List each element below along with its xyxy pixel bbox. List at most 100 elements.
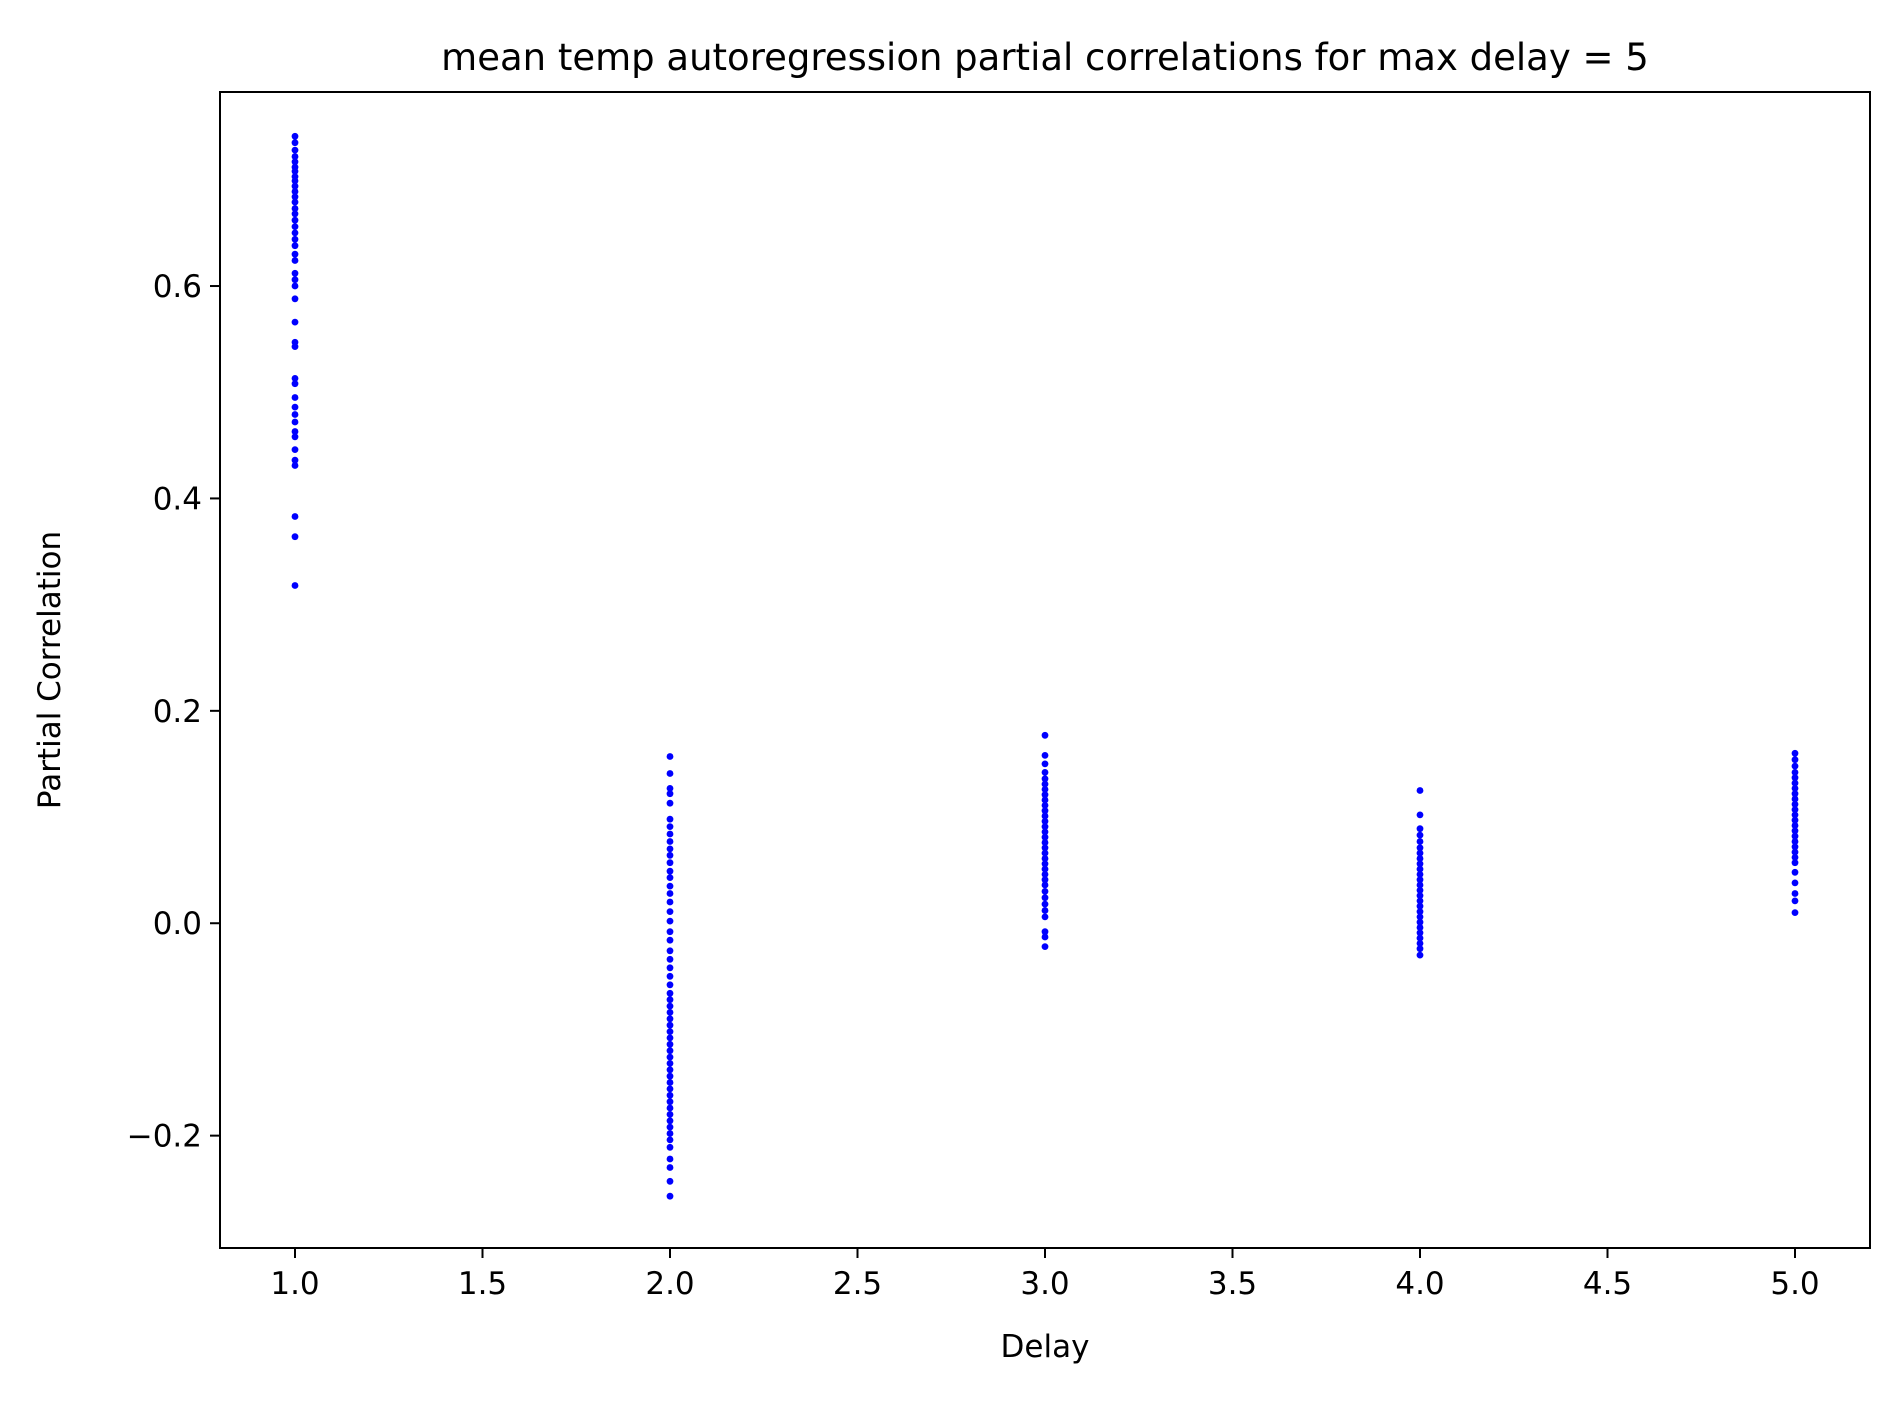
data-point <box>1791 806 1799 813</box>
data-point <box>666 955 674 963</box>
data-point <box>1041 786 1049 793</box>
data-point <box>1791 756 1799 764</box>
data-point <box>1791 890 1799 897</box>
data-point <box>291 182 299 190</box>
data-point <box>666 928 674 936</box>
data-point <box>666 823 674 830</box>
data-point <box>666 996 674 1004</box>
y-tick-label: 0.0 <box>153 906 202 942</box>
data-point <box>1041 888 1049 895</box>
data-point <box>291 269 299 277</box>
data-point <box>1041 828 1049 836</box>
data-point <box>666 845 674 853</box>
data-point <box>666 1155 674 1163</box>
data-point <box>1041 907 1049 914</box>
data-point <box>291 403 299 411</box>
data-point <box>291 146 299 154</box>
data-point <box>1791 822 1799 829</box>
x-tick-label: 4.0 <box>1395 1266 1444 1302</box>
x-tick-label: 1.5 <box>458 1266 507 1302</box>
data-point <box>1416 881 1424 889</box>
data-point <box>1041 871 1049 878</box>
data-point <box>291 188 299 195</box>
data-point <box>1041 933 1049 941</box>
data-point <box>1041 894 1049 902</box>
data-point <box>291 582 299 589</box>
data-point <box>666 859 674 867</box>
data-point <box>666 1079 674 1086</box>
data-point <box>1791 827 1799 835</box>
data-point <box>1041 849 1049 857</box>
data-point <box>666 838 674 845</box>
x-tick-label: 3.5 <box>1208 1266 1257 1302</box>
data-point <box>666 799 674 807</box>
data-point <box>666 1091 674 1099</box>
data-point <box>1416 849 1424 857</box>
data-point <box>666 851 674 859</box>
data-point <box>291 167 299 175</box>
data-point <box>666 1028 674 1035</box>
data-point <box>291 295 299 303</box>
data-point <box>1791 769 1799 776</box>
data-point <box>1791 790 1799 798</box>
y-tick-label: 0.2 <box>153 694 202 730</box>
data-point <box>666 1053 674 1061</box>
data-point <box>291 343 299 350</box>
data-point <box>291 318 299 326</box>
data-point <box>1041 752 1049 759</box>
data-point <box>666 882 674 890</box>
data-point <box>1041 791 1049 799</box>
data-point <box>1041 865 1049 873</box>
data-point <box>666 1066 674 1074</box>
data-point <box>666 867 674 875</box>
data-point <box>666 1034 674 1042</box>
data-point <box>1041 780 1049 788</box>
x-axis-ticks: 1.0 1.5 2.0 2.5 3.0 3.5 4.0 4.5 5.0 <box>270 1248 1820 1302</box>
data-point <box>1041 823 1049 830</box>
data-point <box>666 964 674 972</box>
data-point <box>666 898 674 906</box>
data-point <box>1416 831 1424 839</box>
data-point <box>1416 838 1424 845</box>
data-point <box>666 1143 674 1151</box>
data-point <box>1416 811 1424 819</box>
data-point <box>666 770 674 777</box>
data-point <box>1041 833 1049 841</box>
data-point <box>1791 868 1799 876</box>
data-point <box>1416 908 1424 915</box>
data-point <box>1791 843 1799 851</box>
data-point <box>1041 796 1049 804</box>
data-point <box>291 216 299 224</box>
data-point <box>666 830 674 838</box>
data-point <box>1791 816 1799 824</box>
data-point <box>1791 749 1799 757</box>
data-point <box>1416 934 1424 942</box>
x-tick-label: 4.5 <box>1583 1266 1632 1302</box>
data-point <box>1416 844 1424 852</box>
data-point <box>1041 928 1049 936</box>
data-point <box>1041 860 1049 868</box>
data-point <box>291 282 299 290</box>
x-tick-label: 3.0 <box>1020 1266 1069 1302</box>
data-point <box>1416 855 1424 862</box>
data-point <box>666 1130 674 1137</box>
data-point <box>666 815 674 823</box>
data-point <box>291 276 299 284</box>
data-point <box>1416 876 1424 884</box>
data-point <box>1416 902 1424 910</box>
chart-title: mean temp autoregression partial correla… <box>441 36 1649 79</box>
data-point <box>1791 909 1799 916</box>
x-tick-label: 2.0 <box>645 1266 694 1302</box>
data-point <box>1416 865 1424 873</box>
data-point <box>291 456 299 464</box>
data-point <box>1416 892 1424 899</box>
data-point <box>1416 860 1424 868</box>
data-point <box>1791 838 1799 845</box>
data-point <box>666 989 674 997</box>
data-point <box>291 375 299 382</box>
data-point <box>1416 918 1424 926</box>
data-point <box>1416 787 1424 794</box>
data-point <box>666 874 674 881</box>
data-point <box>291 446 299 453</box>
